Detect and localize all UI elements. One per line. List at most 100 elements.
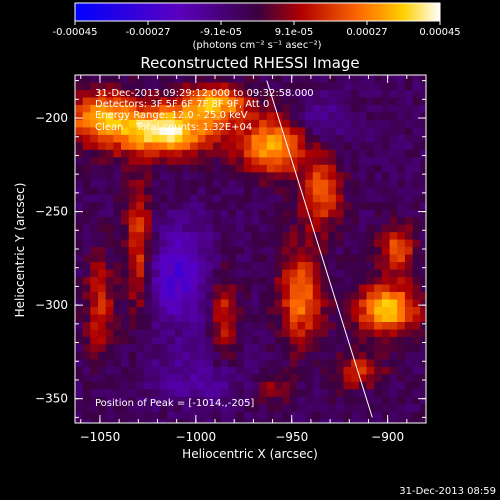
heatmap-cell xyxy=(220,134,230,143)
heatmap-cell xyxy=(151,90,160,99)
heatmap-cell xyxy=(113,172,122,181)
heatmap-cell xyxy=(144,396,153,405)
heatmap-cell xyxy=(381,90,391,99)
heatmap-cell xyxy=(113,217,122,226)
heatmap-cell xyxy=(389,134,398,143)
heatmap-cell xyxy=(328,269,337,278)
heatmap-cell xyxy=(213,194,222,203)
heatmap-cell xyxy=(228,149,237,158)
heatmap-cell xyxy=(228,224,237,233)
heatmap-cell xyxy=(374,396,383,405)
heatmap-cell xyxy=(289,187,299,196)
heatmap-cell xyxy=(404,187,414,196)
heatmap-cell xyxy=(381,82,391,91)
heatmap-cell xyxy=(182,179,191,188)
heatmap-cell xyxy=(90,292,99,301)
heatmap-cell xyxy=(144,351,153,360)
heatmap-cell xyxy=(420,299,426,308)
heatmap-cell xyxy=(243,157,253,166)
heatmap-cell xyxy=(243,359,253,368)
heatmap-cell xyxy=(236,381,245,390)
heatmap-cell xyxy=(174,307,183,316)
heatmap-cell xyxy=(236,127,245,136)
heatmap-cell xyxy=(98,307,107,316)
heatmap-cell xyxy=(151,202,160,211)
heatmap-cell xyxy=(190,112,199,121)
heatmap-cell xyxy=(182,299,191,308)
heatmap-cell xyxy=(220,164,230,173)
heatmap-cell xyxy=(113,307,122,316)
heatmap-cell xyxy=(151,254,160,263)
heatmap-cell xyxy=(358,90,368,99)
heatmap-cell xyxy=(151,411,160,420)
annotation-clean-counts: Clean Total counts: 1.32E+04 xyxy=(95,122,252,133)
heatmap-cell xyxy=(282,187,291,196)
heatmap-cell xyxy=(197,351,207,360)
heatmap-cell xyxy=(121,336,130,345)
heatmap-cell xyxy=(397,75,406,84)
heatmap-cell xyxy=(404,262,414,271)
heatmap-cell xyxy=(351,322,360,331)
heatmap-cell xyxy=(389,411,398,420)
heatmap-cell xyxy=(121,149,130,158)
heatmap-cell xyxy=(366,389,375,398)
heatmap-cell xyxy=(305,164,314,173)
heatmap-cell xyxy=(98,232,107,241)
heatmap-cell xyxy=(289,336,299,345)
heatmap-cell xyxy=(274,142,283,151)
heatmap-cell xyxy=(297,112,306,121)
heatmap-cell xyxy=(397,134,406,143)
heatmap-cell xyxy=(121,247,130,256)
heatmap-cell xyxy=(205,232,214,241)
heatmap-cell xyxy=(412,90,421,99)
heatmap-cell xyxy=(374,411,383,420)
heatmap-cell xyxy=(75,112,84,121)
heatmap-cell xyxy=(190,75,199,84)
heatmap-cell xyxy=(397,157,406,166)
heatmap-cell xyxy=(205,277,214,286)
heatmap-cell xyxy=(90,112,99,121)
heatmap-cell xyxy=(282,112,291,121)
heatmap-cell xyxy=(320,232,329,241)
heatmap-cell xyxy=(297,119,306,128)
heatmap-cell xyxy=(144,112,153,121)
heatmap-cell xyxy=(205,336,214,345)
heatmap-cell xyxy=(190,194,199,203)
heatmap-cell xyxy=(98,224,107,233)
heatmap-cell xyxy=(404,336,414,345)
heatmap-cell xyxy=(343,232,352,241)
y-tick-label: −300 xyxy=(35,298,68,312)
heatmap-cell xyxy=(274,239,283,248)
heatmap-cell xyxy=(320,224,329,233)
heatmap-cell xyxy=(182,134,191,143)
heatmap-cell xyxy=(167,217,176,226)
heatmap-cell xyxy=(259,322,268,331)
heatmap-cell xyxy=(297,336,306,345)
heatmap-cell xyxy=(75,127,84,136)
heatmap-cell xyxy=(259,269,268,278)
heatmap-cell xyxy=(335,172,345,181)
heatmap-cell xyxy=(174,82,183,91)
heatmap-cell xyxy=(220,97,230,106)
heatmap-cell xyxy=(420,344,426,353)
heatmap-cell xyxy=(243,232,253,241)
heatmap-cell xyxy=(98,292,107,301)
heatmap-cell xyxy=(343,292,352,301)
heatmap-cell xyxy=(159,217,168,226)
heatmap-cell xyxy=(113,404,122,413)
heatmap-cell xyxy=(113,284,122,293)
heatmap-cell xyxy=(220,374,230,383)
heatmap-cell xyxy=(167,194,176,203)
heatmap-cell xyxy=(167,247,176,256)
heatmap-cell xyxy=(312,127,322,136)
heatmap-cell xyxy=(320,344,329,353)
heatmap-cell xyxy=(320,90,329,99)
heatmap-cell xyxy=(312,134,322,143)
heatmap-cell xyxy=(351,97,360,106)
heatmap-cell xyxy=(159,277,168,286)
heatmap-cell xyxy=(366,374,375,383)
heatmap-cell xyxy=(105,396,114,405)
heatmap-cell xyxy=(251,381,260,390)
heatmap-cell xyxy=(282,336,291,345)
heatmap-cell xyxy=(274,202,283,211)
